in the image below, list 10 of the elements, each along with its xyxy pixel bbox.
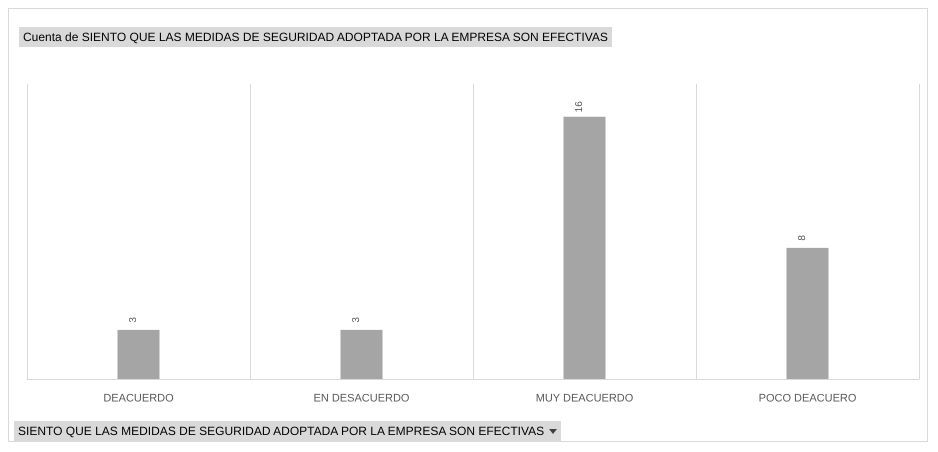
data-label: 3: [128, 316, 139, 323]
x-tick-label: POCO DEACUERO: [758, 392, 857, 404]
data-label: 8: [797, 234, 808, 241]
data-label: 3: [351, 316, 362, 323]
x-tick-label: EN DESACUERDO: [314, 392, 410, 404]
x-tick-label: DEACUERDO: [103, 392, 174, 404]
data-label: 16: [574, 100, 585, 112]
x-axis-title: SIENTO QUE LAS MEDIDAS DE SEGURIDAD ADOPTADA POR LA EMPRESA SON EFECTIVAS: [14, 421, 562, 441]
x-tick-label: MUY DEACUERDO: [536, 392, 634, 404]
chart-title: Cuenta de SIENTO QUE LAS MEDIDAS DE SEGURIDAD ADOPTADA POR LA EMPRESA SON EFECTIVAS: [19, 27, 612, 47]
